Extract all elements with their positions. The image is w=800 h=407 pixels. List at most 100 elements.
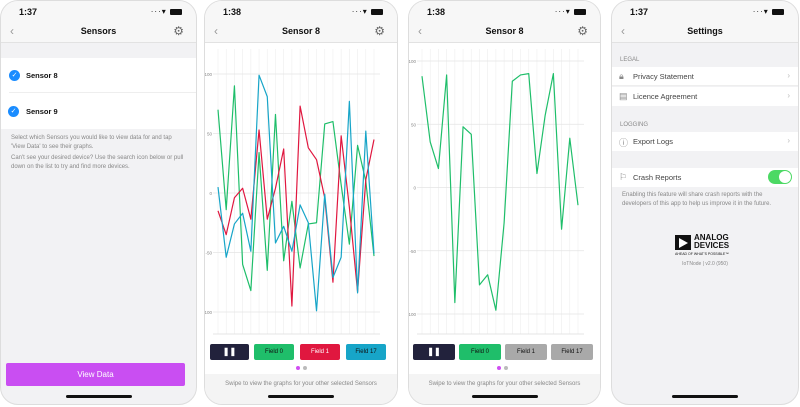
help-text-search: Can't see your desired device? Use the s… [11, 155, 184, 170]
y-tick-label: 100 [205, 72, 212, 77]
pause-icon: ❚❚ [427, 347, 441, 356]
wifi-battery-icon: ···▾ [352, 7, 383, 16]
row-label: Privacy Statement [633, 72, 694, 81]
y-tick-label: 50 [411, 122, 417, 127]
y-tick-label: 0 [413, 186, 416, 191]
back-icon[interactable]: ‹ [214, 24, 218, 38]
privacy-statement-row[interactable]: 🔒︎ Privacy Statement › [612, 67, 798, 86]
page-dot[interactable] [504, 366, 508, 370]
phone-settings: 1:37 ···▾ ‹ Settings LEGAL 🔒︎ Privacy Stat… [611, 0, 799, 405]
document-icon: ▤ [619, 91, 628, 101]
phone-sensors: 1:37 ···▾ ‹ Sensors ⚙ ✓ Sensor 8 ✓ Sensor… [0, 0, 197, 405]
page-title: Sensor 8 [281, 26, 321, 36]
nav-bar: ‹ Settings [612, 21, 798, 43]
nav-bar: ‹ Sensors ⚙ [1, 21, 196, 43]
licence-agreement-row[interactable]: ▤ Licence Agreement › [612, 87, 798, 106]
app-version: IoTNode | v2.0 (950) [682, 261, 728, 267]
row-label: Export Logs [633, 137, 674, 146]
chevron-right-icon: › [787, 71, 790, 80]
wifi-battery-icon: ···▾ [555, 7, 586, 16]
status-bar: 1:37 ···▾ [1, 1, 196, 21]
chevron-right-icon: › [787, 136, 790, 145]
checkmark-icon[interactable]: ✓ [8, 106, 19, 117]
page-title: Sensor 8 [485, 26, 524, 36]
gear-icon[interactable]: ⚙ [374, 24, 385, 38]
clock: 1:37 [19, 7, 38, 17]
lock-icon: 🔒︎ [619, 71, 624, 81]
swipe-hint: Swipe to view the graphs for your other … [225, 381, 377, 387]
bug-icon: ⚐ [619, 172, 628, 182]
row-label: Crash Reports [633, 173, 682, 182]
field-17-toggle[interactable]: Field 17 [551, 344, 593, 360]
y-tick-label: 0 [209, 191, 212, 196]
back-icon[interactable]: ‹ [621, 24, 625, 38]
row-label: Licence Agreement [633, 92, 698, 101]
status-bar: 1:37 ···▾ [612, 1, 798, 21]
footer: Swipe to view the graphs for your other … [205, 374, 397, 404]
sensor-row[interactable]: ✓ Sensor 8 [9, 58, 196, 93]
page-dot-active[interactable] [497, 366, 501, 370]
home-indicator [65, 395, 132, 398]
back-icon[interactable]: ‹ [418, 24, 422, 38]
field-0-toggle[interactable]: Field 0 [254, 344, 294, 360]
sensor-label: Sensor 9 [26, 107, 58, 116]
page-title: Sensors [80, 26, 117, 36]
sensor-row[interactable]: ✓ Sensor 9 [1, 94, 196, 129]
view-data-button[interactable]: View Data [6, 363, 185, 386]
help-circle-icon: ⓘ [619, 138, 629, 148]
section-logging: LOGGING [620, 122, 649, 128]
series-line-field-0 [421, 73, 579, 311]
checkmark-icon[interactable]: ✓ [9, 70, 20, 81]
home-indicator [672, 395, 738, 398]
series-line-field-0 [217, 85, 375, 292]
clock: 1:38 [427, 7, 446, 17]
y-tick-label: -100 [205, 310, 212, 315]
logo-tagline: AHEAD OF WHAT'S POSSIBLE™ [675, 252, 729, 256]
pause-icon: ❚❚ [222, 347, 237, 356]
y-tick-label: 50 [207, 132, 213, 137]
gear-icon[interactable]: ⚙ [577, 24, 588, 38]
section-legal: LEGAL [620, 57, 640, 63]
field-0-toggle[interactable]: Field 0 [459, 344, 501, 360]
crash-reports-description: Enabling this feature will share crash r… [622, 192, 772, 207]
field-17-toggle[interactable]: Field 17 [346, 344, 386, 360]
page-title: Settings [687, 26, 723, 36]
phone-graph-single: 1:38 ···▾ ‹ Sensor 8 ⚙ 100 50 0 -50 -100 ❚❚ F… [408, 0, 601, 405]
swipe-hint: Swipe to view the graphs for your other … [428, 381, 581, 387]
clock: 1:37 [630, 7, 649, 17]
help-text-select: Select which Sensors you would like to v… [11, 135, 172, 150]
y-tick-label: 100 [409, 59, 416, 64]
page-dot-active[interactable] [296, 366, 300, 370]
wifi-battery-icon: ···▾ [151, 7, 182, 16]
back-icon[interactable]: ‹ [10, 24, 14, 38]
series-line-field-1 [217, 105, 375, 307]
sensor-label: Sensor 8 [26, 71, 58, 80]
field-1-toggle[interactable]: Field 1 [505, 344, 547, 360]
y-tick-label: -50 [205, 251, 212, 256]
status-bar: 1:38 ···▾ [409, 1, 600, 21]
line-chart: 100 50 0 -50 -100 [409, 49, 584, 335]
sensor-list: ✓ Sensor 8 ✓ Sensor 9 [1, 58, 196, 129]
line-chart: 100 50 0 -50 -100 [205, 49, 380, 335]
footer: Swipe to view the graphs for your other … [409, 374, 600, 404]
logo-text: ANALOG [694, 233, 729, 242]
y-tick-label: -100 [409, 312, 416, 317]
field-1-toggle[interactable]: Field 1 [300, 344, 340, 360]
pause-button[interactable]: ❚❚ [210, 344, 249, 360]
home-indicator [268, 395, 334, 398]
crash-reports-toggle[interactable] [768, 170, 792, 184]
gear-icon[interactable]: ⚙ [173, 24, 184, 38]
wifi-battery-icon: ···▾ [753, 7, 784, 16]
series-line-field-17 [217, 74, 375, 312]
logo-text: DEVICES [694, 241, 730, 250]
export-logs-row[interactable]: ⓘ Export Logs › [612, 132, 798, 151]
nav-bar: ‹ Sensor 8 ⚙ [205, 21, 397, 43]
status-bar: 1:38 ···▾ [205, 1, 397, 21]
y-tick-label: -50 [409, 249, 416, 254]
phone-graph-all: 1:38 ···▾ ‹ Sensor 8 ⚙ 100 50 0 -50 -100 ❚❚ F… [204, 0, 398, 405]
pause-button[interactable]: ❚❚ [413, 344, 455, 360]
crash-reports-row: ⚐ Crash Reports [612, 168, 798, 187]
nav-bar: ‹ Sensor 8 ⚙ [409, 21, 600, 43]
page-dot[interactable] [303, 366, 307, 370]
clock: 1:38 [223, 7, 242, 17]
